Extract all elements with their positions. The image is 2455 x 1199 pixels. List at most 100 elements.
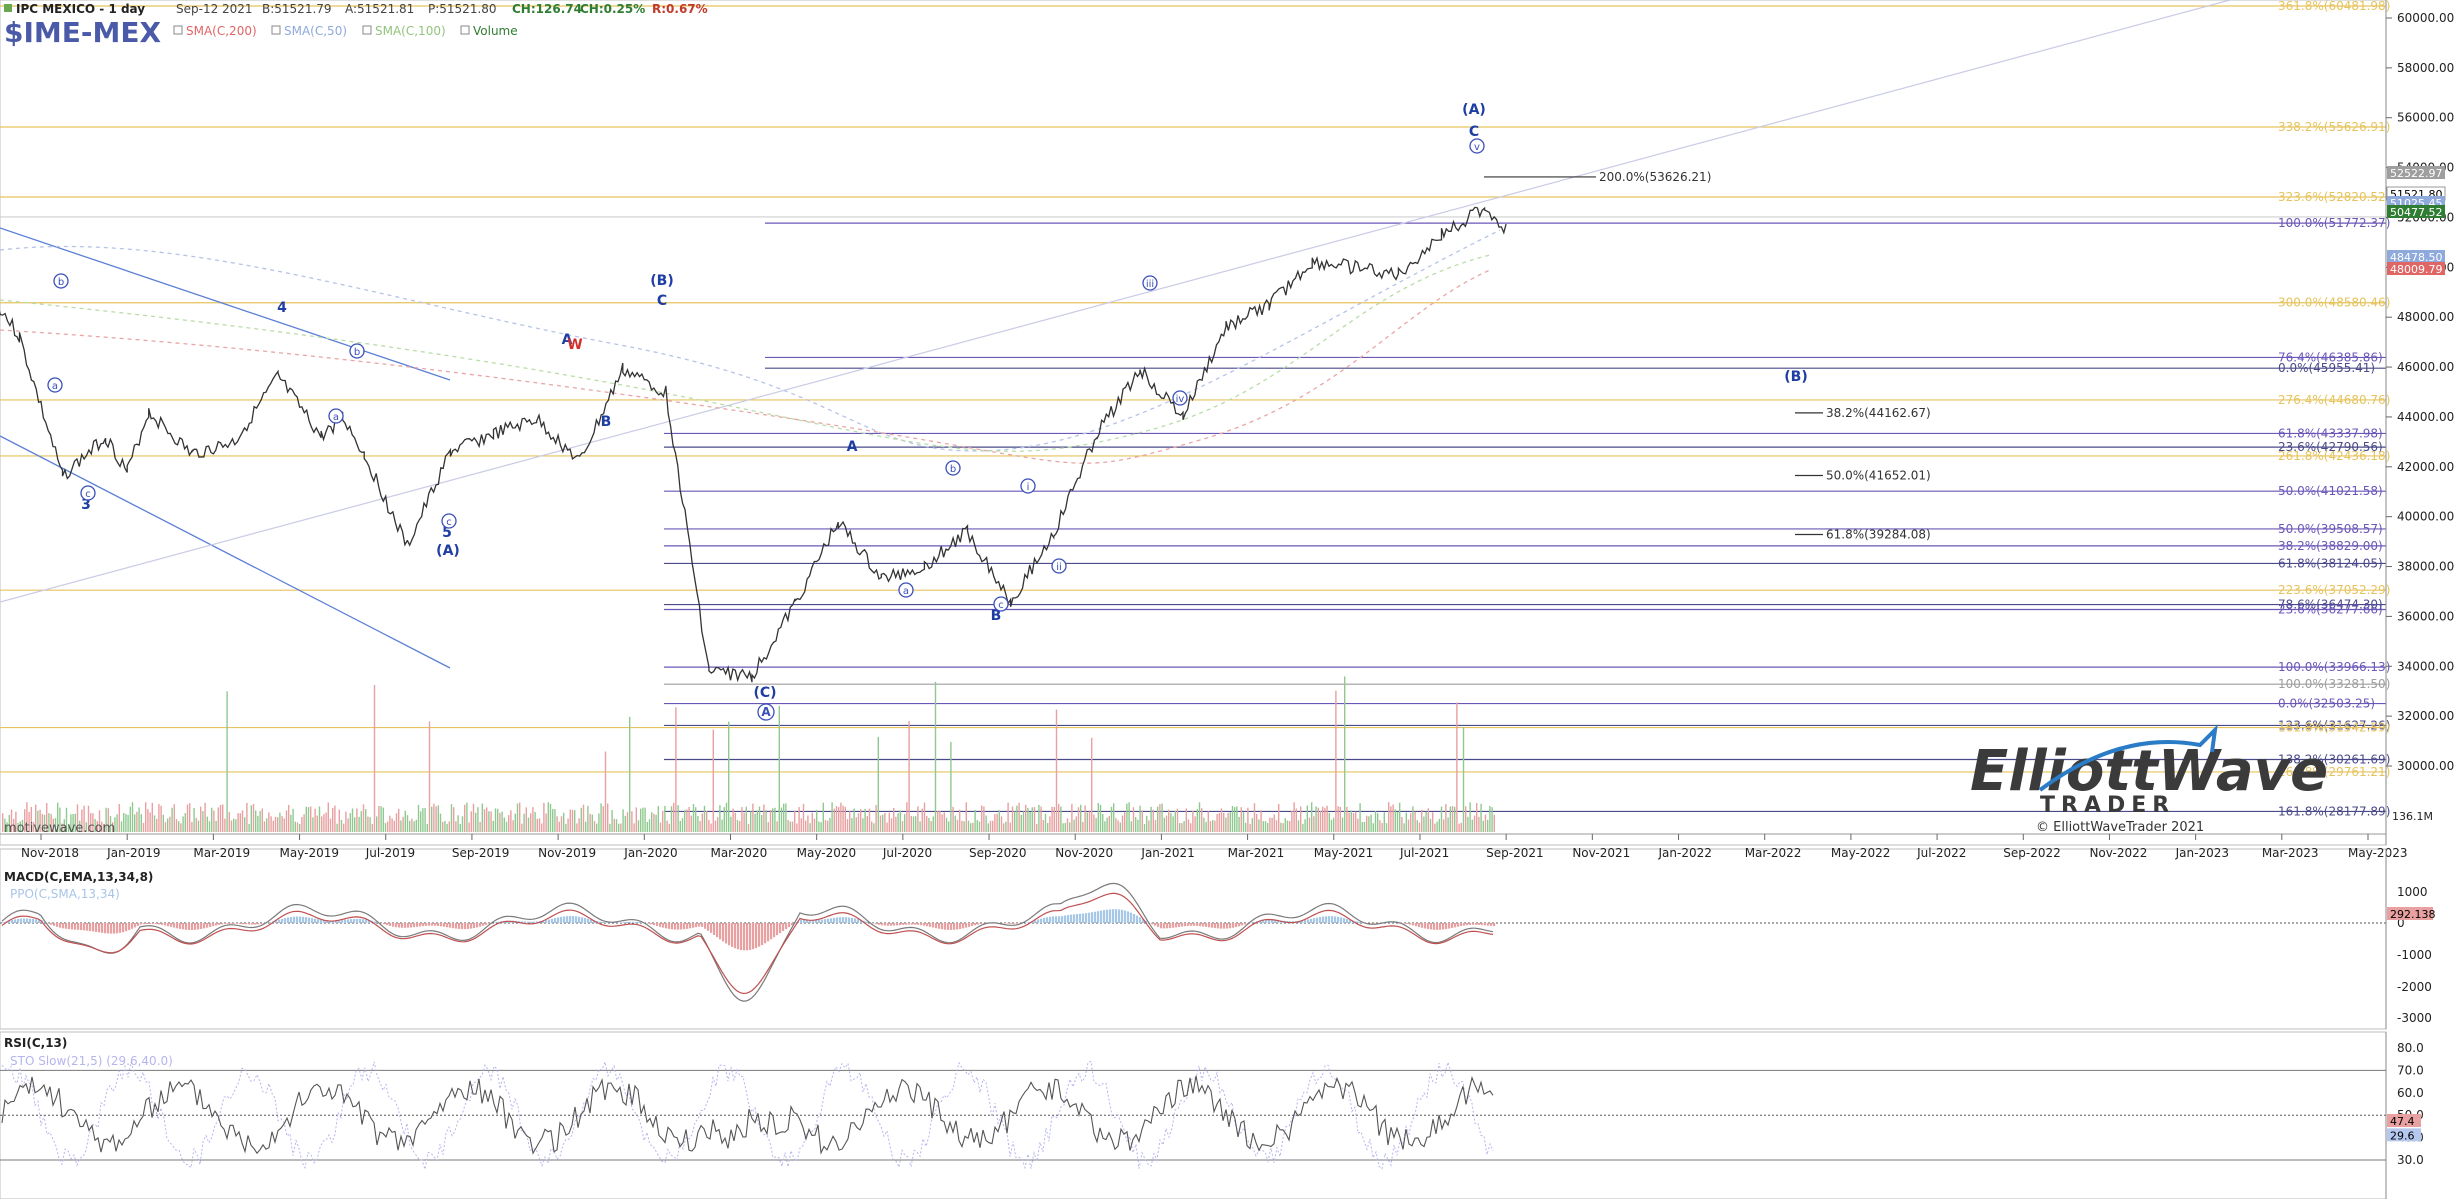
volume-bar xyxy=(492,820,494,832)
y-tick-label: 42000.00 xyxy=(2397,460,2454,474)
volume-bar xyxy=(109,816,112,832)
price-axis[interactable]: 60000.0058000.0056000.0054000.0052000.00… xyxy=(2385,0,2454,845)
volume-bar xyxy=(202,811,204,832)
volume-bar xyxy=(1385,823,1388,832)
volume-bar xyxy=(1137,819,1139,832)
volume-bars xyxy=(2,676,1495,832)
volume-bar xyxy=(1196,809,1198,832)
volume-bar xyxy=(1207,811,1209,832)
volume-bar xyxy=(1319,810,1322,832)
volume-bar xyxy=(228,812,230,832)
macd-hist-bar xyxy=(1409,923,1412,925)
volume-bar xyxy=(884,812,886,832)
time-axis[interactable]: Nov-2018 Jan-2019 Mar-2019 May-2019 Jul-2019… xyxy=(0,833,2407,860)
macd-hist-bar xyxy=(1217,923,1220,929)
volume-bar xyxy=(470,811,472,832)
macd-hist-bar xyxy=(431,923,434,926)
macd-hist-bar xyxy=(422,923,425,927)
gear-icon[interactable] xyxy=(173,25,183,35)
volume-bar xyxy=(767,822,769,832)
macd-hist-bar xyxy=(1058,916,1061,923)
macd-hist-bar xyxy=(1121,909,1124,923)
volume-bar xyxy=(890,818,893,832)
volume-bar xyxy=(549,803,552,832)
macd-hist-bar xyxy=(542,920,545,923)
volume-bar xyxy=(1399,802,1401,832)
macd-hist-bar xyxy=(14,919,17,923)
macd-hist-bar xyxy=(350,919,353,923)
fib-label: 261.8%(42436.18) xyxy=(2278,449,2390,463)
volume-bar xyxy=(679,820,681,832)
price-line[interactable] xyxy=(0,206,1507,683)
macd-hist-bar xyxy=(1331,916,1334,923)
volume-bar xyxy=(653,813,655,832)
volume-bar xyxy=(912,816,915,832)
volume-bar xyxy=(831,802,833,832)
volume-bar xyxy=(1214,820,1216,832)
x-tick-label: Jan-2021 xyxy=(1140,846,1194,860)
volume-bar xyxy=(52,818,54,832)
gear-icon[interactable] xyxy=(460,25,470,35)
x-tick-label: Sep-2022 xyxy=(2003,846,2061,860)
volume-bar xyxy=(1084,805,1086,832)
volume-bar xyxy=(596,823,598,832)
macd-hist-bar xyxy=(1010,923,1013,924)
price-tag xyxy=(2387,205,2445,218)
macd-hist-bar xyxy=(59,923,62,928)
macd-hist-bar xyxy=(1355,921,1358,923)
gear-icon[interactable] xyxy=(362,25,372,35)
volume-bar xyxy=(981,805,983,832)
indicator-legend[interactable]: SMA(C,200) SMA(C,50) SMA(C,100) Volume xyxy=(173,24,518,38)
indicator-label[interactable]: SMA(C,100) xyxy=(375,24,446,38)
macd-hist-bar xyxy=(1454,923,1457,928)
volume-bar xyxy=(1484,814,1487,832)
volume-bar xyxy=(477,807,479,832)
price-tag-label: 48009.79 xyxy=(2390,263,2443,276)
macd-hist-bar xyxy=(224,923,227,924)
volume-bar xyxy=(844,806,846,832)
volume-bar xyxy=(648,819,651,832)
macd-hist-bar xyxy=(158,923,161,925)
volume-bar xyxy=(818,821,820,832)
macd-hist-bar xyxy=(788,923,791,928)
volume-bar xyxy=(448,821,450,832)
volume-bar xyxy=(1445,804,1447,832)
macd-panel[interactable] xyxy=(0,848,2387,1030)
indicator-label[interactable]: SMA(C,50) xyxy=(284,24,347,38)
macd-hist-bar xyxy=(686,923,689,929)
gear-icon[interactable] xyxy=(271,25,281,35)
macd-hist-bar xyxy=(404,923,407,928)
x-tick-label: Nov-2021 xyxy=(1572,846,1630,860)
volume-bar xyxy=(664,805,666,832)
macd-hist-bar xyxy=(1040,918,1043,923)
macd-hist-bar xyxy=(1127,911,1130,923)
macd-hist-bar xyxy=(80,923,83,931)
macd-hist-bar xyxy=(572,916,575,923)
indicator-label[interactable]: Volume xyxy=(473,24,518,38)
volume-bar xyxy=(279,812,281,832)
volume-bar xyxy=(1401,817,1403,832)
volume-bar xyxy=(1031,807,1033,832)
volume-bar xyxy=(1088,811,1091,832)
volume-bar xyxy=(125,813,127,832)
volume-bar xyxy=(1284,818,1286,832)
x-tick-label: Nov-2019 xyxy=(538,846,596,860)
volume-bar xyxy=(107,808,109,832)
indicator-label[interactable]: SMA(C,200) xyxy=(186,24,257,38)
volume-bar xyxy=(1436,821,1438,832)
volume-bar xyxy=(1407,819,1410,832)
volume-bar xyxy=(673,802,675,832)
macd-hist-bar xyxy=(935,923,938,929)
volume-bar xyxy=(268,812,270,832)
volume-bar xyxy=(901,821,904,832)
macd-hist-bar xyxy=(425,923,428,926)
macd-hist-bar xyxy=(317,919,320,923)
volume-bar xyxy=(994,814,996,832)
macd-hist-bar xyxy=(1274,920,1277,923)
macd-hist-bar xyxy=(719,923,722,940)
macd-hist-bar xyxy=(803,919,806,923)
macd-hist-bar xyxy=(347,919,350,923)
volume-bar xyxy=(1216,814,1218,832)
volume-bar xyxy=(593,820,596,832)
